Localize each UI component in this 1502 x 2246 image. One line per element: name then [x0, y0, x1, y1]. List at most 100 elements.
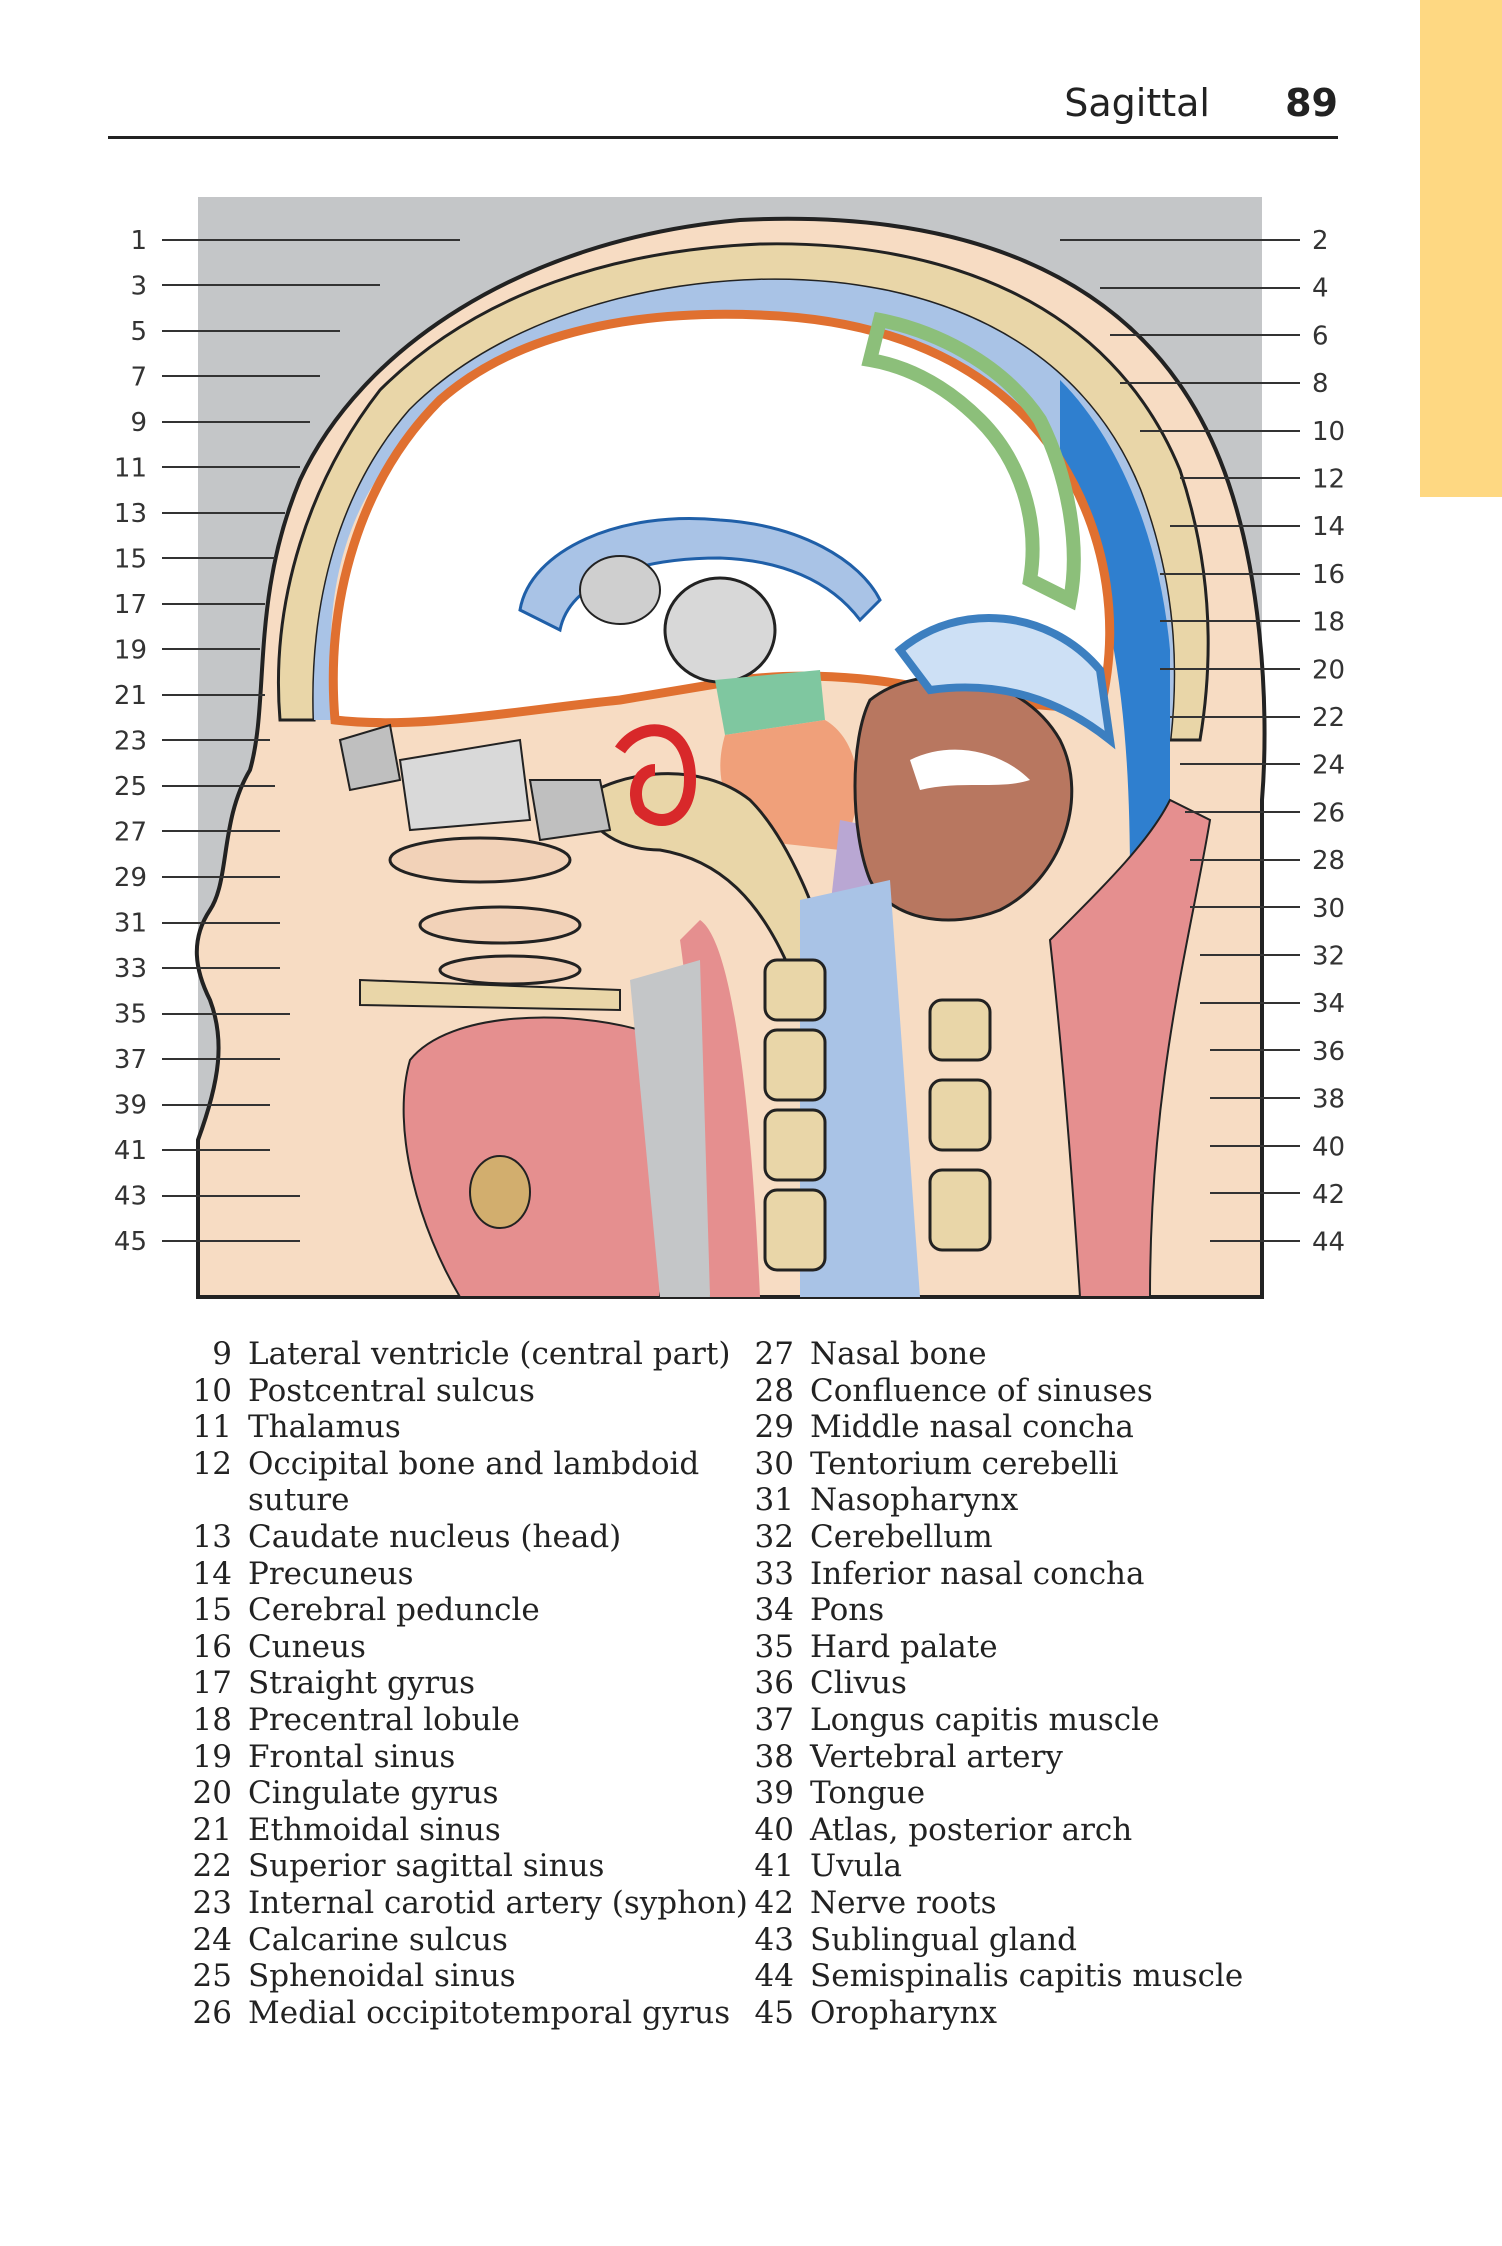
legend-item: 19 Frontal sinus	[180, 1739, 456, 1776]
nasal-conchae	[388, 836, 582, 986]
legend-text: Frontal sinus	[248, 1738, 456, 1775]
legend-text: Nerve roots	[810, 1884, 997, 1921]
tongue	[402, 1016, 670, 1298]
figure-label-number: 34	[1312, 989, 1345, 1019]
spinal-canal	[800, 880, 920, 1297]
legend-text: Straight gyrus	[248, 1665, 476, 1702]
figure-label-number: 26	[1312, 798, 1345, 828]
chapter-tab	[1420, 0, 1502, 497]
figure-label-number: 5	[130, 317, 147, 347]
figure-label-number: 4	[1312, 274, 1329, 304]
legend-text: Sphenoidal sinus	[248, 1958, 516, 1995]
sublingual-gland	[469, 1155, 531, 1229]
figure-label-number: 19	[114, 636, 147, 666]
leader-lines-left	[162, 239, 460, 1242]
sagittal-head-illustration: 1357911131517192123252729313335373941434…	[114, 197, 1345, 1299]
legend-number: 43	[754, 1921, 794, 1958]
legend-item: 33 Inferior nasal concha	[742, 1555, 1145, 1593]
figure-label-number: 31	[114, 909, 147, 939]
sphenoidal-sinus	[528, 779, 612, 842]
legend-item: 13 Caudate nucleus (head)	[180, 1519, 622, 1556]
legend-item: 15 Cerebral peduncle	[180, 1592, 540, 1629]
legend-text: Hard palate	[810, 1628, 998, 1665]
caudate-nucleus	[579, 555, 661, 625]
figure-label-number: 44	[1312, 1228, 1345, 1258]
section-title: Sagittal	[1064, 81, 1210, 125]
legend-right-column: 27 Nasal bone 28 Confluence of sinuses 29 Mid…	[742, 1336, 1244, 2032]
pharynx-airway	[630, 960, 710, 1297]
figure-label-number: 33	[114, 954, 147, 984]
legend-text: Atlas, posterior arch	[810, 1811, 1133, 1848]
legend-number: 31	[754, 1482, 794, 1519]
figure-label-number: 36	[1312, 1037, 1345, 1067]
figure-label-number: 15	[114, 545, 147, 575]
legend-text: Nasopharynx	[810, 1482, 1019, 1519]
figure-label-number: 16	[1312, 560, 1345, 590]
legend-left-column: 9 Lateral ventricle (central part) 10 Postc…	[180, 1336, 748, 2031]
legend-number: 24	[192, 1921, 232, 1958]
legend-number: 30	[754, 1445, 794, 1482]
legend-text: Vertebral artery	[810, 1738, 1063, 1775]
leader-lines-right	[1060, 239, 1300, 1242]
legend-number: 25	[192, 1958, 232, 1995]
legend-item: 27 Nasal bone	[742, 1336, 987, 1373]
legend-text: Lateral ventricle (central part)	[248, 1336, 731, 1372]
legend-item: 31 Nasopharynx	[742, 1482, 1019, 1519]
legend-item: 35 Hard palate	[742, 1628, 998, 1666]
legend-number: 36	[754, 1665, 794, 1702]
legend-number: 33	[754, 1555, 794, 1592]
figure-label-number: 37	[114, 1045, 147, 1075]
legend-item: 30 Tentorium cerebelli	[742, 1445, 1119, 1483]
legend-text: Longus capitis muscle	[810, 1701, 1160, 1738]
legend-item: 28 Confluence of sinuses	[742, 1372, 1153, 1410]
legend-text: Cerebral peduncle	[248, 1592, 540, 1629]
legend-number: 17	[192, 1665, 232, 1702]
figure-label-number: 30	[1312, 894, 1345, 924]
legend-text: Ethmoidal sinus	[248, 1811, 501, 1848]
hard-palate	[359, 978, 621, 1012]
semispinalis-capitis-muscle	[1048, 798, 1212, 1298]
figure-label-number: 20	[1312, 655, 1345, 685]
legend-text: Cuneus	[248, 1628, 366, 1665]
legend-number: 29	[754, 1409, 794, 1446]
legend-number: 14	[192, 1555, 232, 1592]
figure-label-number: 18	[1312, 608, 1345, 638]
figure-label-number: 9	[130, 408, 147, 438]
legend-number: 42	[754, 1884, 794, 1921]
legend-text: Inferior nasal concha	[810, 1555, 1145, 1592]
legend-text: Occipital bone and lambdoid suture	[248, 1445, 700, 1519]
page-header: Sagittal 89	[108, 78, 1338, 139]
legend-item: 45 Oropharynx	[742, 1995, 997, 2032]
legend-number: 12	[192, 1445, 232, 1482]
figure-label-number: 13	[114, 499, 147, 529]
legend-number: 32	[754, 1518, 794, 1555]
legend-item: 43 Sublingual gland	[742, 1921, 1077, 1959]
cerebral-peduncle	[715, 670, 825, 735]
legend-number: 26	[192, 1994, 232, 2031]
legend-text: Postcentral sulcus	[248, 1372, 535, 1409]
internal-carotid-artery	[615, 724, 697, 826]
figure-label-number: 28	[1312, 846, 1345, 876]
legend-number: 23	[192, 1884, 232, 1921]
legend-item: 20 Cingulate gyrus	[180, 1775, 499, 1812]
legend-item: 24 Calcarine sulcus	[180, 1921, 508, 1959]
legend-number: 22	[192, 1848, 232, 1885]
figure-label-number: 1	[130, 226, 147, 256]
figure-label-number: 24	[1312, 751, 1345, 781]
cerebellum-white-matter	[910, 749, 1030, 790]
legend-text: Oropharynx	[810, 1994, 997, 2031]
legend-text: Middle nasal concha	[810, 1409, 1134, 1446]
legend-item: 39 Tongue	[742, 1775, 926, 1812]
legend-text: Precentral lobule	[248, 1701, 520, 1738]
figure-label-number: 7	[130, 363, 147, 393]
legend-item: 25 Sphenoidal sinus	[180, 1958, 516, 1995]
legend-number: 44	[754, 1958, 794, 1995]
legend-number: 35	[754, 1628, 794, 1665]
figure-label-number: 41	[114, 1136, 147, 1166]
legend-number: 28	[754, 1372, 794, 1409]
figure-label-number: 27	[114, 818, 147, 848]
figure-label-number: 45	[114, 1227, 147, 1257]
legend-item: 14 Precuneus	[180, 1555, 414, 1593]
legend-number: 38	[754, 1738, 794, 1775]
legend-text: Cingulate gyrus	[248, 1775, 499, 1812]
